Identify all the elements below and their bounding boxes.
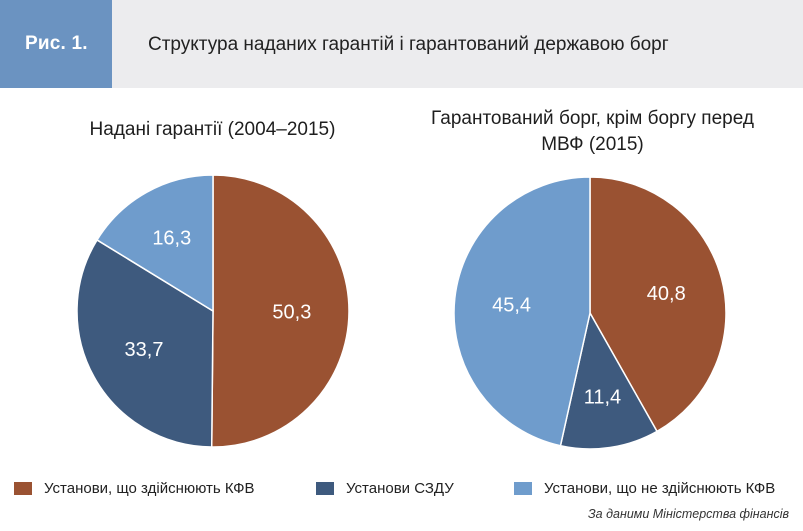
legend-swatch-kfv [14,481,32,495]
pie2-label-kfv: 40,8 [647,283,686,305]
chart-title-guaranteed-debt: Гарантований борг, крім боргу перед МВФ … [431,108,754,155]
legend-item-kfv: Установи, що здійснюють КФВ [14,478,255,498]
pie1-label-kfv: 50,3 [272,301,311,323]
pie1-slice-szdu [76,238,214,448]
figure-tag: Рис. 1. [0,0,112,88]
legend-swatch-non-kfv [514,481,532,495]
pie1-slice-kfv [210,174,350,448]
pie1-slice-non-kfv [96,174,214,313]
legend-label-szdu: Установи СЗДУ [346,479,454,497]
legend-label-kfv: Установи, що здійснюють КФВ [44,479,255,497]
pie1-label-non-kfv: 16,3 [152,227,191,249]
legend-label-non-kfv: Установи, що не здійснюють КФВ [544,479,776,497]
source-note: За даними Міністерства фінансів [587,507,789,521]
legend-item-szdu: Установи СЗДУ [316,478,454,498]
figure-label: Рис. 1. [25,33,88,54]
figure-tag-shape [0,0,112,88]
pie2-slice-szdu [559,310,659,450]
figure-header: Рис. 1. Структура наданих гарантій і гар… [0,0,803,88]
pie1-label-szdu: 33,7 [125,339,164,361]
pie2-label-non-kfv: 45,4 [492,294,531,316]
chart-title-guarantees: Надані гарантії (2004–2015) [89,119,336,140]
figure-title: Структура наданих гарантій і гарантовани… [148,34,669,55]
legend-swatch-szdu [316,481,334,495]
pie2-slice-non-kfv [453,176,591,447]
pie2-label-szdu: 11,4 [584,386,621,408]
legend-item-non-kfv: Установи, що не здійснюють КФВ [514,478,775,498]
pie2-slice-kfv [589,176,727,433]
